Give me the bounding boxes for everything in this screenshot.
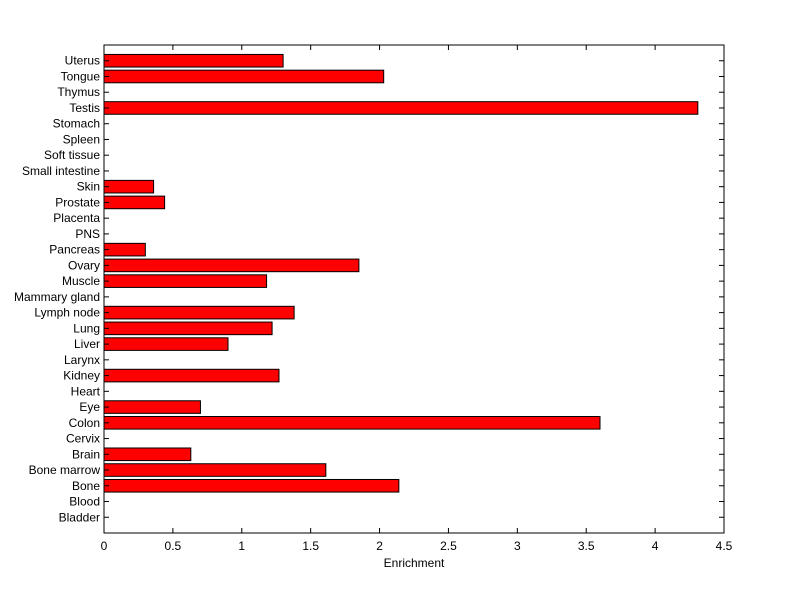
y-tick-label: Kidney	[63, 369, 100, 383]
y-tick-label: Blood	[69, 495, 100, 509]
bar-bone	[103, 478, 400, 493]
x-tick-label: 3.5	[578, 539, 595, 553]
y-tick-label: Ovary	[68, 258, 100, 272]
x-tick-label: 0.5	[165, 539, 182, 553]
bar-bone-marrow	[103, 463, 327, 477]
y-tick-label: Pancreas	[49, 243, 100, 257]
x-axis-ticks: 0 0.5 1 1.5 2 2.5 3 3.5 4 4.5	[101, 45, 733, 553]
y-tick-label: Heart	[71, 384, 101, 398]
y-tick-label: Bladder	[59, 510, 100, 524]
bar-testis	[103, 101, 699, 115]
y-tick-label: Eye	[79, 400, 100, 414]
y-tick-label: Soft tissue	[44, 148, 100, 162]
y-tick-label: Lung	[73, 321, 100, 335]
bar-liver	[103, 337, 229, 351]
y-tick-label: Tongue	[61, 69, 101, 83]
y-tick-label: Colon	[69, 416, 100, 430]
y-tick-label: Spleen	[63, 132, 100, 146]
bar-prostate	[103, 195, 166, 210]
bar-muscle	[103, 274, 268, 288]
y-tick-label: Muscle	[62, 274, 100, 288]
bar-lung	[103, 321, 273, 336]
bar-tongue	[103, 69, 385, 84]
bar-eye	[103, 400, 201, 414]
x-tick-label: 4.5	[716, 539, 733, 553]
y-tick-label: Stomach	[53, 117, 100, 131]
y-tick-label: Skin	[77, 180, 100, 194]
y-tick-label: Larynx	[64, 353, 100, 367]
x-tick-label: 2.5	[440, 539, 457, 553]
y-tick-label: Cervix	[66, 432, 100, 446]
y-tick-label: Testis	[69, 101, 100, 115]
bar-colon	[103, 416, 601, 430]
bar-skin	[103, 179, 155, 194]
bar-brain	[103, 447, 192, 462]
x-tick-label: 1.5	[302, 539, 319, 553]
bar-ovary	[103, 258, 360, 273]
bar-pancreas	[103, 242, 146, 257]
y-tick-label: Thymus	[57, 85, 100, 99]
x-tick-label: 1	[238, 539, 245, 553]
y-tick-label: Liver	[74, 337, 100, 351]
y-tick-label: Uterus	[65, 54, 100, 68]
bar-kidney	[103, 368, 280, 383]
y-tick-label: Brain	[72, 447, 100, 461]
y-tick-label: Prostate	[55, 195, 100, 209]
bar-lymph-node	[103, 305, 295, 320]
x-tick-label: 3	[514, 539, 521, 553]
y-tick-label: PNS	[75, 227, 100, 241]
y-tick-label: Bone marrow	[29, 463, 101, 477]
x-tick-label: 2	[376, 539, 383, 553]
y-tick-label: Mammary gland	[14, 290, 100, 304]
x-tick-label: 4	[652, 539, 659, 553]
x-tick-label: 0	[101, 539, 108, 553]
y-tick-label: Placenta	[53, 211, 100, 225]
y-tick-label: Small intestine	[22, 164, 100, 178]
y-tick-label: Lymph node	[34, 306, 100, 320]
plot-area	[104, 45, 724, 533]
bar-uterus	[103, 53, 284, 68]
y-tick-label: Bone	[72, 479, 100, 493]
x-axis-label: Enrichment	[384, 556, 445, 570]
plot-frame	[103, 44, 725, 534]
